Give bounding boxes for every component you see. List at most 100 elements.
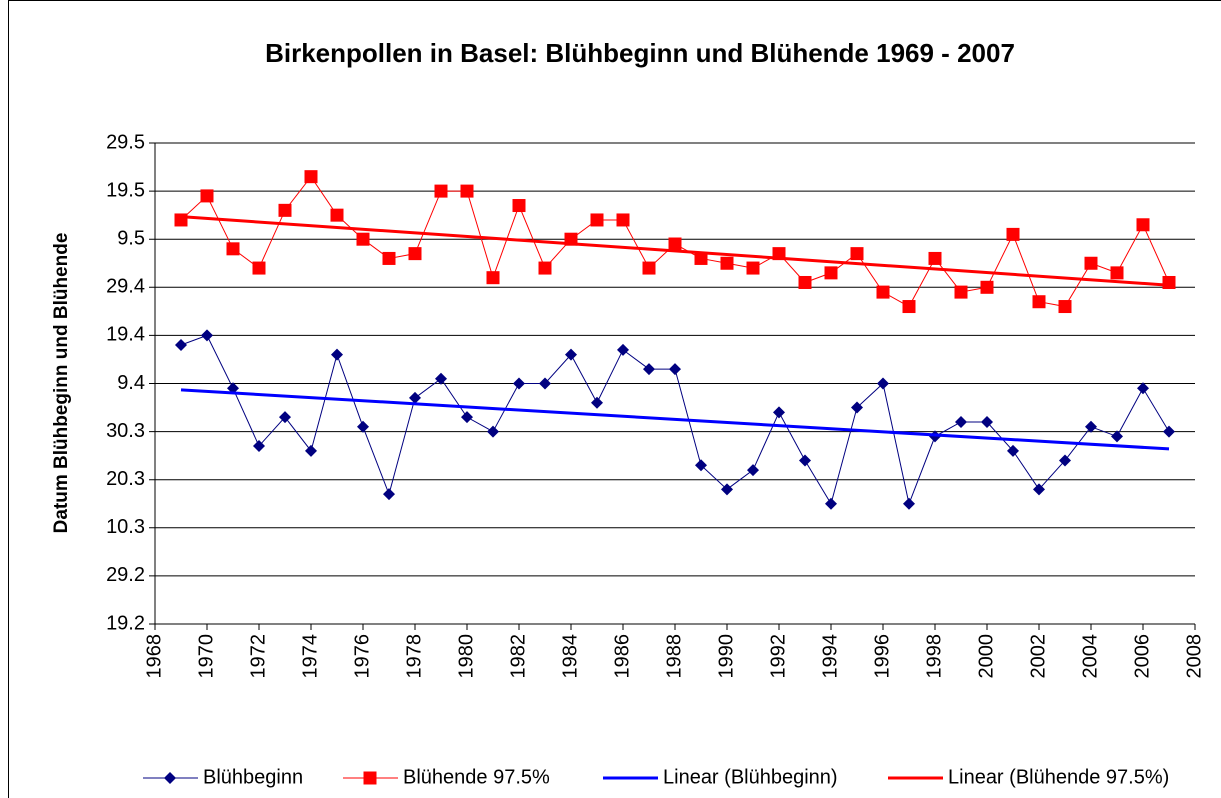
trend-line: [180, 215, 1170, 287]
marker: [278, 203, 292, 217]
marker: [1110, 266, 1124, 280]
marker: [1137, 382, 1149, 395]
marker: [668, 237, 682, 251]
marker: [825, 497, 837, 510]
y-tick-label: 29.5: [106, 131, 145, 153]
marker: [460, 184, 474, 198]
marker: [512, 199, 526, 213]
marker: [643, 363, 655, 376]
y-tick-label: 29.4: [106, 276, 145, 298]
marker: [356, 232, 370, 246]
x-tick-label: 1972: [247, 634, 269, 679]
legend-label: Linear (Blühende 97.5%): [948, 766, 1169, 788]
y-tick-label: 30.3: [106, 420, 145, 442]
marker: [1033, 483, 1045, 496]
marker: [409, 391, 421, 404]
x-tick-label: 1990: [715, 634, 737, 679]
marker: [955, 415, 967, 428]
legend-label: Blühende 97.5%: [403, 766, 550, 788]
marker: [200, 189, 214, 203]
marker: [226, 242, 240, 256]
marker: [1136, 218, 1150, 232]
marker: [174, 213, 188, 227]
marker: [252, 261, 266, 275]
marker: [486, 271, 500, 285]
x-tick-label: 2004: [1079, 634, 1101, 679]
marker: [876, 285, 890, 299]
legend-marker: [363, 771, 377, 785]
x-tick-label: 2000: [975, 634, 997, 679]
marker: [382, 251, 396, 265]
y-tick-label: 9.4: [117, 372, 145, 394]
marker: [383, 488, 395, 501]
x-tick-label: 1968: [143, 634, 165, 679]
x-tick-label: 1976: [351, 634, 373, 679]
marker: [175, 339, 187, 352]
y-tick-label: 20.3: [106, 468, 145, 490]
legend-marker: [164, 772, 176, 784]
marker: [331, 348, 343, 361]
marker: [591, 396, 603, 409]
marker: [461, 411, 473, 424]
x-tick-label: 1988: [663, 634, 685, 679]
marker: [304, 170, 318, 184]
frame: [8, 0, 1221, 798]
marker: [850, 247, 864, 261]
marker: [954, 285, 968, 299]
y-tick-label: 29.2: [106, 564, 145, 586]
marker: [1058, 300, 1072, 314]
y-axis-label: Datum Blühbeginn und Blühende: [51, 233, 72, 534]
x-tick-label: 1994: [819, 634, 841, 679]
y-tick-label: 9.5: [117, 227, 145, 249]
y-tick-label: 10.3: [106, 516, 145, 538]
legend-label: Linear (Blühbeginn): [663, 766, 838, 788]
y-tick-label: 19.2: [106, 612, 145, 634]
x-tick-label: 1996: [871, 634, 893, 679]
x-tick-label: 1998: [923, 634, 945, 679]
x-tick-label: 1970: [195, 634, 217, 679]
marker: [1085, 420, 1097, 433]
x-tick-label: 1978: [403, 634, 425, 679]
marker: [617, 343, 629, 356]
marker: [590, 213, 604, 227]
marker: [1163, 425, 1175, 438]
marker: [279, 411, 291, 424]
marker: [851, 401, 863, 414]
marker: [305, 444, 317, 457]
marker: [746, 261, 760, 275]
marker: [434, 184, 448, 198]
marker: [928, 251, 942, 265]
y-tick-label: 19.5: [106, 179, 145, 201]
chart-title: Birkenpollen in Basel: Blühbeginn und Bl…: [265, 38, 1015, 68]
marker: [642, 261, 656, 275]
x-tick-label: 1984: [559, 634, 581, 679]
x-tick-label: 2006: [1131, 634, 1153, 679]
marker: [902, 300, 916, 314]
marker: [538, 261, 552, 275]
trend-line: [180, 388, 1170, 451]
marker: [1162, 275, 1176, 289]
legend-label: Blühbeginn: [203, 766, 303, 788]
marker: [903, 497, 915, 510]
x-tick-label: 1974: [299, 634, 321, 679]
x-tick-label: 2008: [1183, 634, 1205, 679]
marker: [773, 406, 785, 419]
marker: [980, 280, 994, 294]
x-tick-label: 1980: [455, 634, 477, 679]
marker: [981, 415, 993, 428]
marker: [721, 483, 733, 496]
marker: [747, 464, 759, 477]
y-tick-label: 19.4: [106, 324, 145, 346]
marker: [1111, 430, 1123, 443]
marker: [487, 425, 499, 438]
marker: [513, 377, 525, 390]
marker: [253, 440, 265, 453]
x-tick-label: 1982: [507, 634, 529, 679]
marker: [435, 372, 447, 385]
marker: [798, 275, 812, 289]
marker: [1084, 256, 1098, 270]
marker: [720, 256, 734, 270]
x-tick-label: 2002: [1027, 634, 1049, 679]
